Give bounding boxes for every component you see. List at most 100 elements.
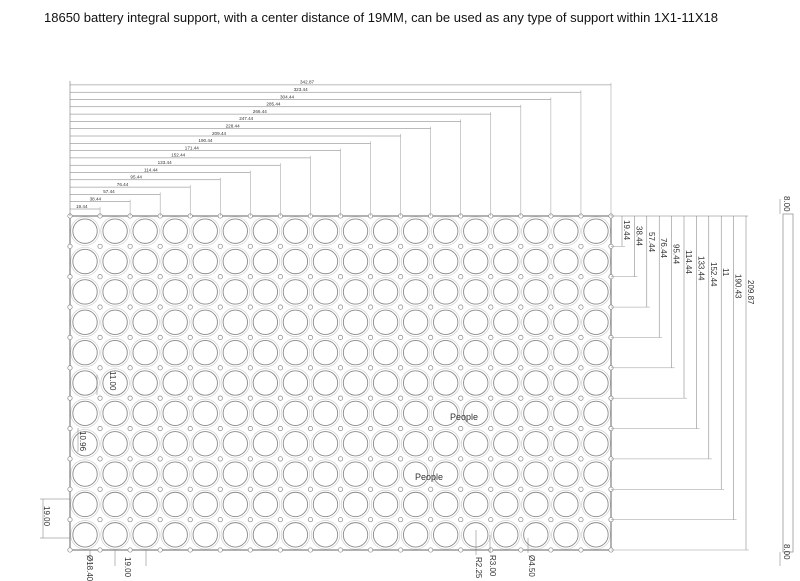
cell-opening xyxy=(342,370,369,396)
bottom-pitch-label: 19.00 xyxy=(123,557,132,578)
vent-hole xyxy=(428,425,434,432)
cell-opening xyxy=(433,491,459,518)
cell-opening xyxy=(523,522,549,548)
right-dimension-label: 209.87 xyxy=(746,280,755,305)
cell-opening xyxy=(72,431,98,457)
top-dimension-label: 114.44 xyxy=(144,167,158,172)
cell-rim xyxy=(551,338,581,368)
vent-hole xyxy=(157,517,163,523)
cell-rim xyxy=(581,368,611,398)
cell-opening xyxy=(132,461,158,487)
cell-rim xyxy=(370,216,401,246)
cell-opening xyxy=(553,522,579,548)
cell-opening xyxy=(102,461,128,487)
cell-opening xyxy=(132,218,158,244)
cell-rim xyxy=(220,368,250,398)
cell-rim xyxy=(431,368,461,398)
cell-opening xyxy=(72,522,98,548)
cell-opening xyxy=(463,461,489,487)
vent-hole xyxy=(97,365,103,371)
vent-hole xyxy=(217,547,223,553)
cell-opening xyxy=(583,339,609,366)
cell-opening xyxy=(312,431,339,457)
vent-hole xyxy=(187,243,193,249)
cell-opening xyxy=(192,218,218,244)
cell-opening xyxy=(583,370,609,396)
cell-rim xyxy=(431,277,461,307)
cell-opening xyxy=(433,370,459,396)
cell-opening xyxy=(312,491,339,518)
cell-opening xyxy=(192,279,218,305)
vent-hole xyxy=(548,304,554,310)
cell-rim xyxy=(100,246,130,277)
vent-hole xyxy=(187,456,193,462)
vent-hole xyxy=(337,456,344,462)
cell-opening xyxy=(372,218,399,244)
vent-hole xyxy=(578,517,584,523)
cell-rim xyxy=(160,520,190,550)
cell-opening xyxy=(463,309,489,335)
top-dimension-label: 323.44 xyxy=(294,87,308,92)
cell-opening xyxy=(433,522,459,548)
cell-opening xyxy=(132,339,158,366)
vent-hole xyxy=(337,304,344,310)
vent-hole xyxy=(488,517,494,523)
vent-hole xyxy=(428,274,434,280)
cell-opening xyxy=(72,461,98,487)
cell-rim xyxy=(551,246,581,277)
vent-hole xyxy=(67,547,73,553)
cell-rim xyxy=(130,246,160,277)
top-dimension-label: 38.44 xyxy=(90,197,102,202)
cell-opening xyxy=(372,431,399,457)
cell-rim xyxy=(250,520,280,550)
cell-rim xyxy=(581,307,611,337)
vent-hole xyxy=(67,395,73,401)
cell-rim xyxy=(250,246,280,277)
cell-opening xyxy=(523,461,549,487)
vent-hole xyxy=(187,425,193,432)
cell-opening xyxy=(312,339,339,366)
cell-opening xyxy=(583,400,609,427)
cell-rim xyxy=(310,277,341,307)
cell-opening xyxy=(162,218,188,244)
vent-hole xyxy=(578,274,584,280)
cell-rim xyxy=(70,520,100,550)
cell-opening xyxy=(252,461,279,487)
cell-opening xyxy=(102,491,128,518)
vent-hole xyxy=(488,334,494,341)
cell-opening xyxy=(132,400,158,427)
vent-hole xyxy=(157,304,163,310)
cell-rim xyxy=(220,216,250,246)
cell-rim xyxy=(70,429,100,459)
cell-opening xyxy=(463,248,489,275)
cell-rim xyxy=(70,398,100,428)
cell-opening xyxy=(222,370,248,396)
cell-opening xyxy=(372,248,399,275)
holder-outline xyxy=(69,215,612,551)
cell-opening xyxy=(523,431,549,457)
cell-opening xyxy=(102,370,128,396)
vent-hole xyxy=(247,304,253,310)
vent-hole xyxy=(518,547,524,553)
cell-opening xyxy=(433,279,459,305)
pitch-dimension-label: 10.96 xyxy=(78,431,87,452)
cell-rim xyxy=(340,277,371,307)
vent-hole xyxy=(398,456,404,462)
cell-opening xyxy=(102,248,128,275)
vent-diameter-label: Ø4.50 xyxy=(527,555,536,577)
cell-rim xyxy=(280,246,311,277)
vent-hole xyxy=(578,547,584,553)
cell-opening xyxy=(282,309,309,335)
vent-hole xyxy=(307,365,313,371)
cell-opening xyxy=(72,248,98,275)
cell-opening xyxy=(132,370,158,396)
cell-rim xyxy=(551,368,581,398)
vent-hole xyxy=(548,517,554,523)
cell-opening xyxy=(463,339,489,366)
vent-hole xyxy=(458,274,464,280)
vent-hole xyxy=(488,395,494,401)
cell-opening xyxy=(282,400,309,427)
cell-rim xyxy=(100,277,130,307)
vent-hole xyxy=(398,365,404,371)
